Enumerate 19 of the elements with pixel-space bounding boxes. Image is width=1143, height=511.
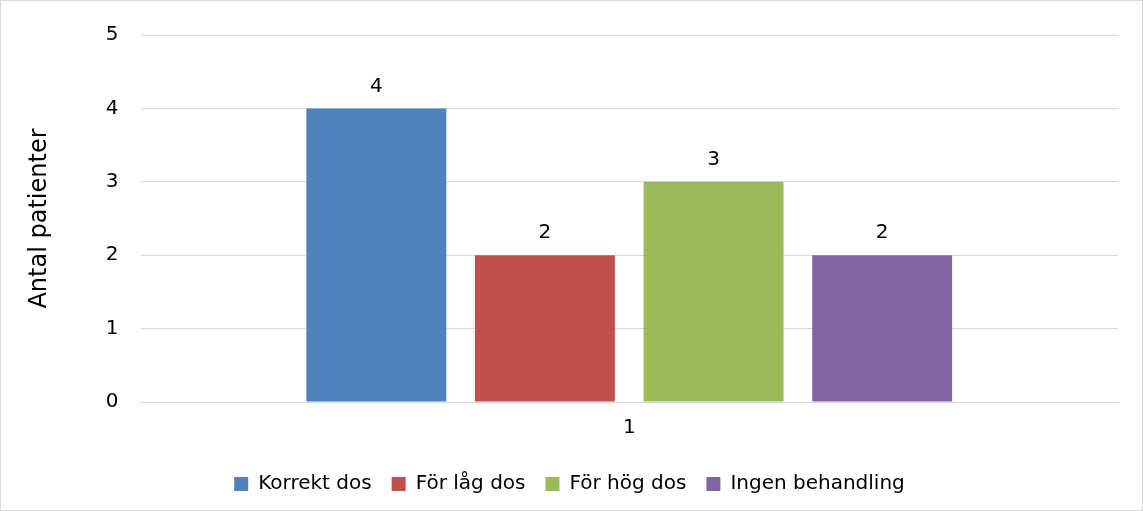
legend-label: Korrekt dos bbox=[258, 470, 372, 495]
y-axis-title: Antal patienter bbox=[23, 128, 52, 309]
y-tick-label: 4 bbox=[105, 94, 119, 119]
y-tick-label: 3 bbox=[105, 168, 119, 192]
y-tick-label: 2 bbox=[105, 241, 119, 266]
data-label: 2 bbox=[538, 219, 552, 244]
bar bbox=[643, 181, 784, 402]
data-label: 2 bbox=[875, 219, 889, 244]
y-tick-label: 0 bbox=[105, 388, 119, 413]
legend-label: Ingen behandling bbox=[730, 470, 905, 495]
legend-label: För låg dos bbox=[415, 470, 526, 495]
y-tick-label: 1 bbox=[105, 314, 119, 339]
bar bbox=[474, 255, 615, 402]
legend-label: För hög dos bbox=[569, 470, 687, 495]
data-label: 4 bbox=[369, 72, 383, 97]
data-label: 3 bbox=[707, 146, 720, 170]
bar bbox=[812, 255, 953, 402]
bar bbox=[306, 108, 447, 402]
y-tick-label: 5 bbox=[105, 21, 119, 46]
